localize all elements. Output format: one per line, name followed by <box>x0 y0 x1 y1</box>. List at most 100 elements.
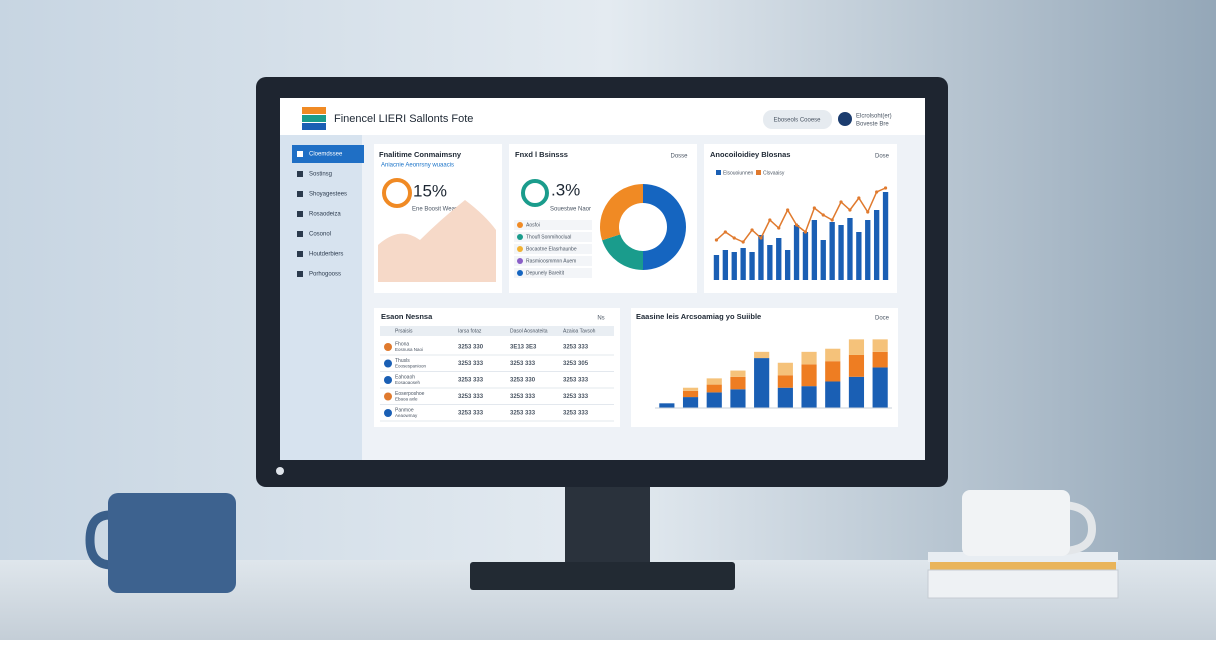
row-icon <box>384 359 392 368</box>
point <box>848 208 852 212</box>
card-title: Fnxd l Bsinsss <box>515 150 568 159</box>
point <box>768 218 772 222</box>
paper-stack <box>927 569 1119 599</box>
legend-label: Bocaotne Elasrhaunbe <box>526 246 577 252</box>
bar <box>802 232 809 280</box>
nav-icon <box>297 211 303 217</box>
donut-slice <box>602 234 643 270</box>
bar <box>767 245 773 280</box>
bar-segment <box>872 351 888 368</box>
bar-segment <box>872 339 888 352</box>
nav-icon <box>297 171 303 177</box>
logo <box>302 123 326 130</box>
cell: 3253 333 <box>563 411 589 417</box>
card-button[interactable]: Dosse <box>670 154 688 160</box>
card-title: Fnalitime Conmaimsny <box>379 150 462 159</box>
nav-active <box>292 145 364 163</box>
bar <box>731 252 737 280</box>
legend-swatch <box>517 222 523 228</box>
logo <box>302 107 326 114</box>
cell: 3253 333 <box>510 411 536 417</box>
bar-segment <box>706 384 722 393</box>
bar-segment <box>777 375 793 388</box>
point <box>821 213 825 217</box>
bar <box>784 250 791 280</box>
bar-segment <box>777 387 793 408</box>
bar <box>882 192 889 280</box>
nav-item[interactable]: Rosaodeiza <box>309 212 341 218</box>
legend-swatch <box>756 170 761 175</box>
row-icon <box>384 343 392 351</box>
row-icon <box>384 409 392 417</box>
nav-item[interactable]: Sostinsg <box>309 172 332 178</box>
bar <box>793 225 800 280</box>
search-box[interactable] <box>763 110 832 129</box>
donut-slice <box>600 184 643 241</box>
monitor-neck <box>565 484 650 566</box>
logo <box>302 115 326 122</box>
cell: 3253 333 <box>563 345 589 351</box>
row-sub: Ebaoa axle <box>395 397 418 402</box>
nav-icon <box>297 191 303 197</box>
card-button[interactable]: Ns <box>597 316 604 322</box>
point <box>741 240 745 244</box>
bar-segment <box>659 403 675 408</box>
kpi-caption: Souestwe Naor <box>550 207 591 213</box>
point <box>759 236 763 240</box>
card-title: Esaon Nesnsa <box>381 312 433 321</box>
legend-label: Clsvaaisy <box>763 170 785 176</box>
mug-handle <box>85 510 113 570</box>
user-name[interactable]: Elcrolsoht(er) <box>856 114 892 120</box>
column-header: Iarsa fotaz <box>458 328 482 334</box>
area-decoration <box>378 200 496 282</box>
bar-segment <box>730 389 746 408</box>
legend-swatch <box>517 246 523 252</box>
avatar[interactable] <box>838 112 852 126</box>
row-icon <box>384 376 392 384</box>
legend-label: Elsouoiunnen <box>723 170 754 176</box>
bar-segment <box>730 376 746 390</box>
app-title: Finencel LIERI Sallonts Fote <box>334 113 473 125</box>
search-text[interactable]: Eboseols Cooese <box>773 118 821 124</box>
bar-segment <box>706 378 722 385</box>
cell: 3253 333 <box>458 394 484 400</box>
cell: 3253 333 <box>563 378 589 384</box>
cell: 3253 333 <box>458 378 484 384</box>
cell: 3253 305 <box>563 361 589 367</box>
nav-icon <box>297 231 303 237</box>
point <box>732 236 736 240</box>
row-sub: Aeaowmay <box>395 413 418 418</box>
power-button[interactable] <box>276 467 284 475</box>
row-name: Eahoaoh <box>395 374 415 380</box>
card-button[interactable]: Doce <box>875 316 890 322</box>
nav-item[interactable]: Houtderbiers <box>309 252 343 258</box>
nav-item[interactable]: Cloemdssee <box>309 152 343 158</box>
nav-item[interactable]: Porhogooss <box>309 272 341 278</box>
row-sub: Eosnusa Naoi <box>395 347 423 352</box>
cell: 3253 330 <box>458 345 484 351</box>
bar <box>873 210 880 280</box>
cell: 3253 330 <box>510 378 536 384</box>
nav-item[interactable]: Cosonol <box>309 232 331 238</box>
bar-segment <box>801 386 817 408</box>
bar <box>847 218 853 280</box>
bar <box>713 255 720 280</box>
legend-row <box>514 244 592 254</box>
legend-swatch <box>517 270 523 276</box>
point <box>857 196 861 200</box>
bar-segment <box>801 351 817 365</box>
bar <box>856 232 862 280</box>
bar-segment <box>848 354 865 377</box>
card-title: Eaasine leis Arcsoamiag yo Suiible <box>636 312 761 321</box>
cell: 3253 333 <box>510 394 536 400</box>
point <box>830 218 834 222</box>
nav-item[interactable]: Shoyagestees <box>309 192 347 198</box>
monitor-base <box>470 562 735 590</box>
card-button[interactable]: Dose <box>875 154 890 160</box>
point <box>812 206 816 210</box>
legend-label: Rasmioosmmnn Auem <box>526 258 576 264</box>
mug-left <box>108 493 236 593</box>
user-sub: Boveste Bre <box>856 122 889 128</box>
legend-swatch <box>716 170 721 175</box>
